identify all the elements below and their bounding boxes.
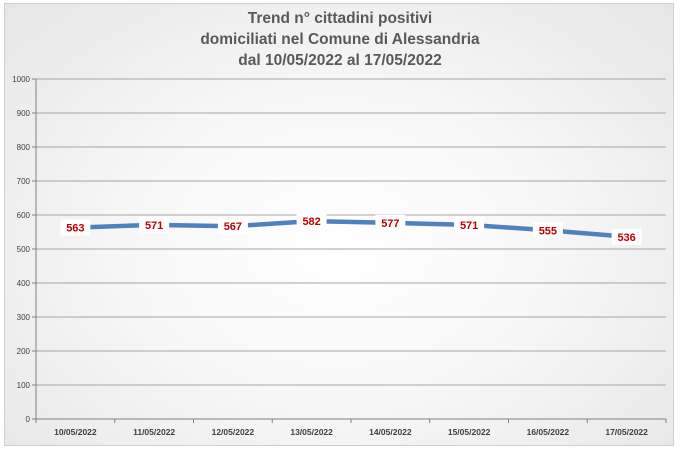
chart-title: Trend n° cittadini positivi domiciliati … [5, 8, 675, 71]
x-tick-label: 16/05/2022 [527, 427, 570, 437]
x-axis-ticks: 10/05/2022 11/05/2022 12/05/2022 13/05/2022… [35, 419, 667, 437]
y-tick-label: 600 [17, 211, 31, 220]
data-label-text: 563 [66, 223, 84, 235]
x-tick-label: 15/05/2022 [448, 427, 491, 437]
y-tick-label: 100 [17, 381, 31, 390]
data-label: 567 [217, 218, 248, 235]
data-label-box [454, 216, 485, 233]
y-tick-label: 900 [17, 109, 31, 118]
data-label-box [375, 214, 406, 231]
data-label: 563 [60, 219, 91, 236]
x-tick-label: 17/05/2022 [605, 427, 648, 437]
y-tick-label: 0 [26, 415, 31, 424]
y-tick-label: 800 [17, 143, 31, 152]
data-label-text: 571 [460, 220, 478, 232]
data-label: 577 [375, 214, 406, 231]
data-labels: 563 571 567 582 577 571 555 536 [60, 213, 642, 245]
data-label-text: 555 [539, 225, 557, 237]
y-axis-ticks: 0 100 200 300 400 500 600 700 800 900 1000 [12, 75, 37, 424]
chart-title-line-1: Trend n° cittadini positivi [247, 10, 433, 27]
x-tick-label: 14/05/2022 [369, 427, 412, 437]
data-label: 555 [532, 222, 563, 239]
x-tick-label: 10/05/2022 [54, 427, 97, 437]
data-label-box [139, 216, 170, 233]
data-label: 536 [611, 228, 642, 245]
y-tick-label: 1000 [12, 75, 30, 84]
x-tick-label: 12/05/2022 [212, 427, 255, 437]
data-label-box [217, 218, 248, 235]
data-label-box [532, 222, 563, 239]
data-label-text: 571 [145, 220, 163, 232]
data-label: 571 [139, 216, 170, 233]
y-tick-label: 300 [17, 313, 31, 322]
data-label-text: 577 [381, 218, 399, 230]
data-label-box [296, 213, 327, 230]
chart-title-line-3: dal 10/05/2022 al 17/05/2022 [238, 52, 442, 69]
data-label-text: 567 [224, 221, 242, 233]
y-tick-label: 700 [17, 177, 31, 186]
chart-title-line-2: domiciliati nel Comune di Alessandria [200, 31, 480, 48]
data-label-text: 536 [617, 232, 635, 244]
x-tick-label: 13/05/2022 [290, 427, 333, 437]
y-tick-label: 200 [17, 347, 31, 356]
y-tick-label: 500 [17, 245, 31, 254]
data-label: 582 [296, 213, 327, 230]
x-tick-label: 11/05/2022 [133, 427, 175, 437]
data-label-box [60, 219, 91, 236]
data-label: 571 [454, 216, 485, 233]
data-label-box [611, 228, 642, 245]
gridlines [36, 78, 666, 420]
y-tick-label: 400 [17, 279, 31, 288]
data-label-text: 582 [302, 216, 320, 228]
